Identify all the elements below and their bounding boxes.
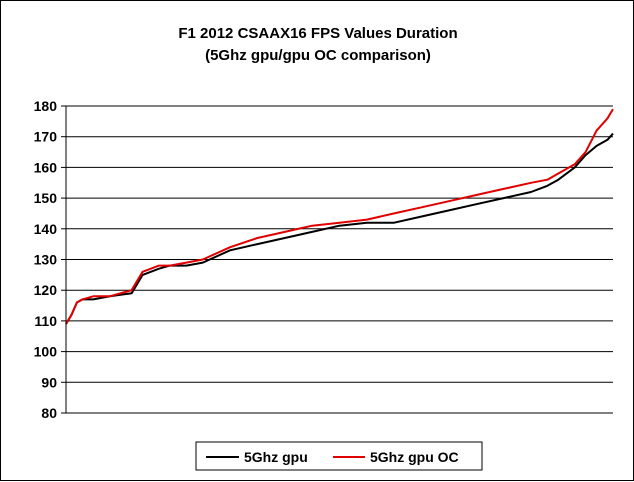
legend: 5Ghz gpu 5Ghz gpu OC: [195, 441, 483, 471]
chart-title: F1 2012 CSAAX16 FPS Values Duration: [178, 25, 457, 42]
series-line-5ghz-gpu-oc: [65, 108, 614, 325]
y-axis-ticks: 80 90 100 110 120 130 140 150 160 170 180: [34, 98, 66, 421]
y-tick-label-100: 100: [34, 344, 58, 360]
y-tick-label-140: 140: [34, 221, 58, 237]
legend-label-5ghz-gpu-oc: 5Ghz gpu OC: [370, 449, 459, 465]
y-tick-label-120: 120: [34, 282, 58, 298]
chart-subtitle: (5Ghz gpu/gpu OC comparison): [205, 47, 431, 64]
grid-lines: [66, 105, 613, 383]
series-lines: [65, 108, 614, 325]
y-tick-label-160: 160: [34, 159, 58, 175]
legend-label-5ghz-gpu: 5Ghz gpu: [244, 449, 308, 465]
y-tick-label-80: 80: [41, 405, 57, 421]
y-tick-label-180: 180: [34, 98, 58, 114]
y-tick-label-150: 150: [34, 190, 58, 206]
y-tick-label-110: 110: [34, 313, 57, 329]
y-tick-label-130: 130: [34, 252, 58, 268]
y-tick-label-90: 90: [41, 374, 57, 390]
y-tick-label-170: 170: [34, 129, 58, 145]
